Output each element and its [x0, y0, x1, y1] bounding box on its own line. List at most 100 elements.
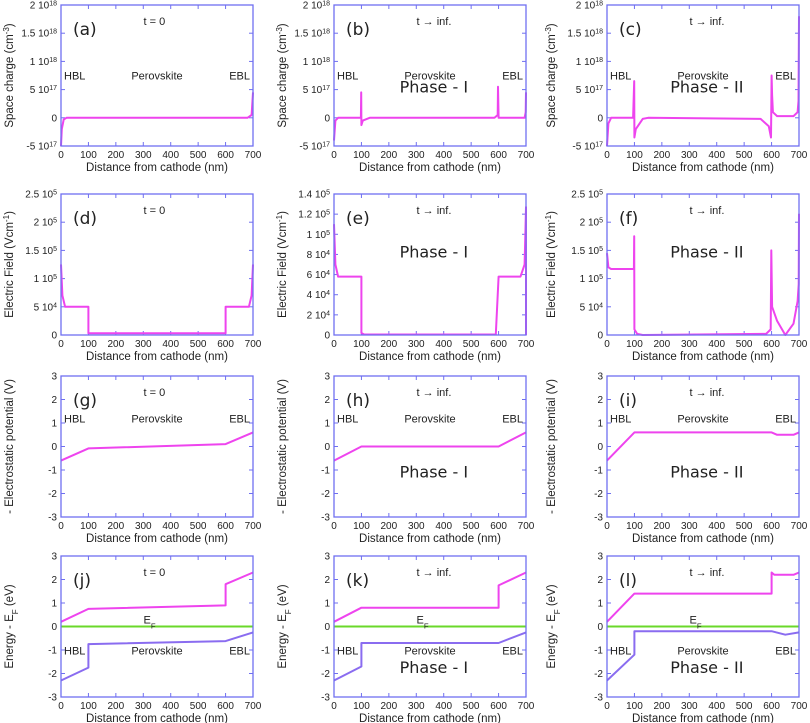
- y-tick-label: -2: [321, 669, 330, 680]
- x-tick-label: 600: [490, 339, 507, 350]
- time-label: t → inf.: [417, 205, 452, 217]
- y-tick-label: -3: [594, 693, 603, 704]
- series-conduction: [333, 571, 527, 623]
- x-tick-label: 200: [381, 339, 398, 350]
- panel-f: 0 100 200 300 400 500 600 700 0 5 104 1 105 1.5 105…: [544, 189, 808, 363]
- x-axis-label: Distance from cathode (nm): [359, 162, 501, 174]
- y-tick-label: -2: [321, 489, 330, 500]
- x-tick-label: 300: [135, 521, 152, 532]
- series-curve: [606, 431, 800, 462]
- x-tick-label: 500: [190, 339, 207, 350]
- y-axis-label: Energy - EF (eV): [4, 584, 20, 668]
- x-tick-label: 100: [80, 521, 97, 532]
- region-label-perovskite: Perovskite: [404, 646, 455, 658]
- x-tick-label: 700: [791, 339, 808, 350]
- y-tick-label: -3: [48, 693, 57, 704]
- x-tick-label: 200: [108, 521, 125, 532]
- y-tick-label: 1.5 105: [571, 245, 603, 257]
- y-tick-label: 0: [597, 622, 603, 633]
- time-label: t → inf.: [417, 16, 452, 28]
- x-axis-label: Distance from cathode (nm): [359, 713, 501, 723]
- x-tick-label: 400: [708, 150, 725, 161]
- x-axis-label: Distance from cathode (nm): [359, 351, 501, 363]
- x-tick-label: 200: [654, 521, 671, 532]
- x-tick-label: 700: [791, 150, 808, 161]
- panel-h: 0 100 200 300 400 500 600 700 -3 -2 -1 0 1 2 3 Distance…: [277, 372, 535, 546]
- panel-letter: (e): [346, 209, 370, 229]
- plot-frame: [606, 375, 800, 518]
- x-tick-label: 600: [490, 521, 507, 532]
- y-axis-label: - Electrostatic potential (V): [4, 379, 16, 514]
- x-tick-label: 600: [763, 339, 780, 350]
- plot-frame: [333, 555, 527, 698]
- x-axis-label: Distance from cathode (nm): [359, 533, 501, 545]
- plot-frame: [60, 193, 254, 336]
- region-label-ebl: EBL: [502, 71, 523, 83]
- panel-letter: (i): [619, 391, 637, 411]
- y-axis-label: Energy - EF (eV): [546, 584, 562, 668]
- x-tick-label: 300: [135, 701, 152, 712]
- plot-frame: [333, 193, 527, 336]
- plot-frame: [60, 4, 254, 147]
- y-axis-label: - Electrostatic potential (V): [277, 379, 289, 514]
- y-tick-label: 0: [324, 113, 330, 124]
- x-tick-label: 500: [463, 701, 480, 712]
- panel-letter: (l): [619, 571, 637, 591]
- x-tick-label: 0: [58, 521, 64, 532]
- plot-frame: [606, 555, 800, 698]
- x-axis-label: Distance from cathode (nm): [632, 713, 774, 723]
- y-tick-label: 3: [597, 372, 603, 383]
- y-tick-label: 3: [51, 372, 57, 383]
- x-tick-label: 500: [190, 521, 207, 532]
- x-tick-label: 600: [217, 150, 234, 161]
- y-tick-label: 4 104: [307, 290, 330, 302]
- region-label-hbl: HBL: [337, 646, 358, 658]
- y-tick-label: -3: [48, 513, 57, 524]
- series-valence: [60, 631, 254, 682]
- x-tick-label: 0: [604, 521, 610, 532]
- region-label-ebl: EBL: [229, 646, 250, 658]
- x-tick-label: 400: [435, 521, 452, 532]
- y-tick-label: -3: [594, 513, 603, 524]
- time-label: t → inf.: [417, 387, 452, 399]
- phase-label: Phase - II: [670, 242, 743, 261]
- x-tick-label: 300: [408, 521, 425, 532]
- x-tick-label: 200: [381, 701, 398, 712]
- y-tick-label: 0: [324, 442, 330, 453]
- x-tick-label: 600: [217, 339, 234, 350]
- region-label-hbl: HBL: [64, 71, 85, 83]
- x-tick-label: 500: [463, 339, 480, 350]
- region-label-hbl: HBL: [610, 414, 631, 426]
- phase-label: Phase - II: [670, 658, 743, 677]
- x-tick-label: 0: [58, 150, 64, 161]
- plot-frame: [60, 375, 254, 518]
- y-tick-label: -2: [594, 489, 603, 500]
- x-axis-label: Distance from cathode (nm): [86, 162, 228, 174]
- y-tick-label: 6 104: [307, 270, 330, 282]
- time-label: t → inf.: [690, 387, 725, 399]
- y-tick-label: 1: [51, 419, 57, 430]
- region-label-hbl: HBL: [337, 414, 358, 426]
- y-tick-label: 5 104: [34, 302, 57, 314]
- y-tick-label: 1.5 1018: [567, 28, 603, 40]
- x-tick-label: 0: [331, 150, 337, 161]
- y-axis-label: Energy - EF (eV): [277, 584, 293, 668]
- plot-frame: [606, 193, 800, 336]
- y-axis-label: Space charge (cm-3): [2, 23, 17, 127]
- region-label-perovskite: Perovskite: [131, 414, 182, 426]
- region-label-perovskite: Perovskite: [677, 414, 728, 426]
- y-tick-label: 0: [51, 622, 57, 633]
- x-tick-label: 300: [681, 521, 698, 532]
- x-tick-label: 500: [736, 521, 753, 532]
- x-tick-label: 0: [604, 339, 610, 350]
- y-tick-label: 0: [597, 113, 603, 124]
- region-label-hbl: HBL: [610, 71, 631, 83]
- x-tick-label: 100: [80, 150, 97, 161]
- y-tick-label: 3: [324, 552, 330, 563]
- plot-frame: [333, 4, 527, 147]
- x-tick-label: 200: [654, 339, 671, 350]
- region-label-ebl: EBL: [775, 71, 796, 83]
- x-tick-label: 700: [245, 339, 262, 350]
- fermi-level-label: EF: [144, 615, 156, 631]
- x-tick-label: 100: [626, 701, 643, 712]
